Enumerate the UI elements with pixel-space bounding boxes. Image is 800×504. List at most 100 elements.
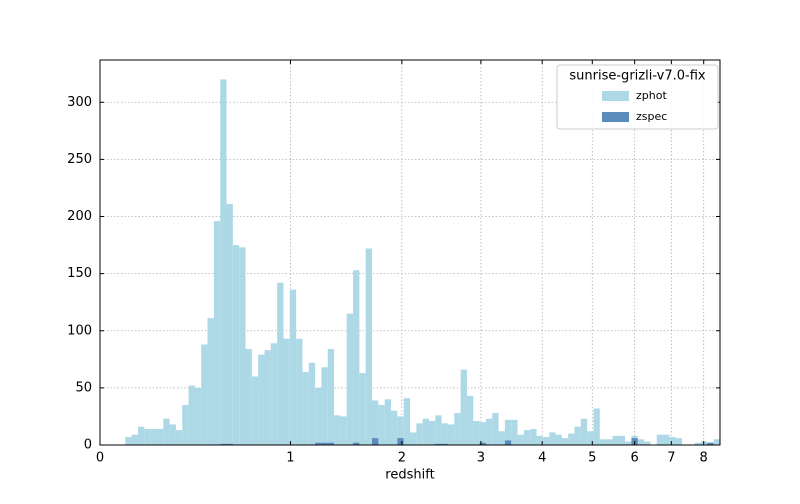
bar — [555, 434, 562, 445]
bar — [694, 442, 702, 445]
bar — [220, 443, 227, 445]
bar — [175, 430, 183, 445]
bar — [479, 422, 486, 445]
bar — [340, 416, 347, 445]
bar — [226, 203, 233, 445]
bar — [289, 289, 297, 445]
bar — [277, 282, 284, 445]
bar — [625, 441, 632, 445]
bar — [409, 432, 417, 445]
bar — [372, 400, 379, 445]
y-tick-label: 0 — [84, 438, 92, 453]
bar — [549, 432, 556, 445]
bar — [454, 413, 461, 445]
bar — [511, 419, 518, 445]
bar — [353, 270, 360, 445]
bar — [359, 373, 366, 445]
x-tick-label: 7 — [667, 451, 675, 466]
bar — [384, 399, 392, 445]
bar — [498, 431, 505, 445]
bar — [612, 435, 619, 445]
bar — [397, 438, 404, 445]
bar — [182, 405, 189, 445]
bar — [466, 395, 474, 445]
bar — [315, 387, 322, 445]
bar — [321, 367, 328, 445]
bar — [131, 434, 138, 445]
bar — [587, 431, 594, 445]
bar — [460, 369, 467, 445]
bar — [606, 439, 613, 445]
y-tick-label: 100 — [67, 323, 92, 338]
bar — [599, 439, 607, 445]
plot-frame — [99, 59, 721, 446]
bar — [479, 442, 486, 445]
bar — [530, 429, 537, 445]
bar — [663, 434, 670, 445]
bar — [283, 338, 290, 445]
bar — [327, 349, 335, 445]
bar — [308, 362, 316, 445]
bar — [163, 418, 170, 445]
bar — [315, 442, 322, 445]
bar — [264, 350, 271, 445]
bar — [669, 437, 676, 445]
legend-swatch — [602, 112, 629, 122]
x-axis-label: redshift — [385, 468, 434, 483]
bar — [397, 416, 404, 445]
bar — [232, 245, 240, 445]
x-tick-label: 8 — [700, 451, 708, 466]
x-tick-label: 2 — [398, 451, 406, 466]
bar — [485, 418, 493, 445]
bar — [523, 430, 531, 445]
legend-title: sunrise-grizli-v7.0-fix — [569, 69, 706, 84]
bar — [201, 344, 208, 445]
bar — [213, 221, 221, 445]
bar — [441, 443, 448, 445]
bar — [441, 423, 448, 445]
bar — [637, 439, 645, 445]
bar — [251, 376, 259, 445]
bar — [593, 408, 600, 445]
x-tick-label: 3 — [477, 451, 485, 466]
bar — [156, 429, 164, 445]
bar — [302, 371, 309, 445]
bar — [504, 440, 512, 445]
axes: 0 50 100 150 200 250 300 0 1 2 3 4 5 6 7 8 — [67, 59, 721, 466]
bar — [194, 387, 202, 445]
bar — [473, 421, 480, 445]
legend: sunrise-grizli-v7.0-fix zphot zspec — [556, 64, 719, 130]
x-tick-label: 4 — [538, 451, 546, 466]
bar — [378, 405, 385, 445]
bar — [327, 442, 335, 445]
bar — [656, 434, 664, 445]
bar — [125, 437, 132, 445]
bar — [137, 426, 145, 445]
bar — [334, 415, 341, 445]
bar — [517, 434, 524, 445]
bar — [220, 79, 227, 446]
bar — [574, 426, 581, 445]
bar — [365, 248, 373, 445]
bar — [707, 442, 714, 445]
bar — [270, 343, 278, 445]
bar — [618, 435, 626, 445]
bar — [542, 437, 550, 445]
bar — [435, 443, 442, 445]
bar — [447, 424, 455, 445]
y-tick-label: 300 — [67, 95, 92, 110]
y-tick-label: 150 — [67, 266, 92, 281]
bar — [353, 442, 360, 445]
bar — [239, 247, 246, 445]
bar — [644, 441, 651, 445]
bar — [403, 398, 410, 445]
y-tick-label: 50 — [75, 380, 92, 395]
bar — [422, 418, 429, 445]
bar — [144, 429, 151, 445]
bar — [416, 423, 423, 445]
bar — [258, 354, 265, 445]
bar — [428, 421, 436, 445]
bar — [713, 439, 720, 445]
